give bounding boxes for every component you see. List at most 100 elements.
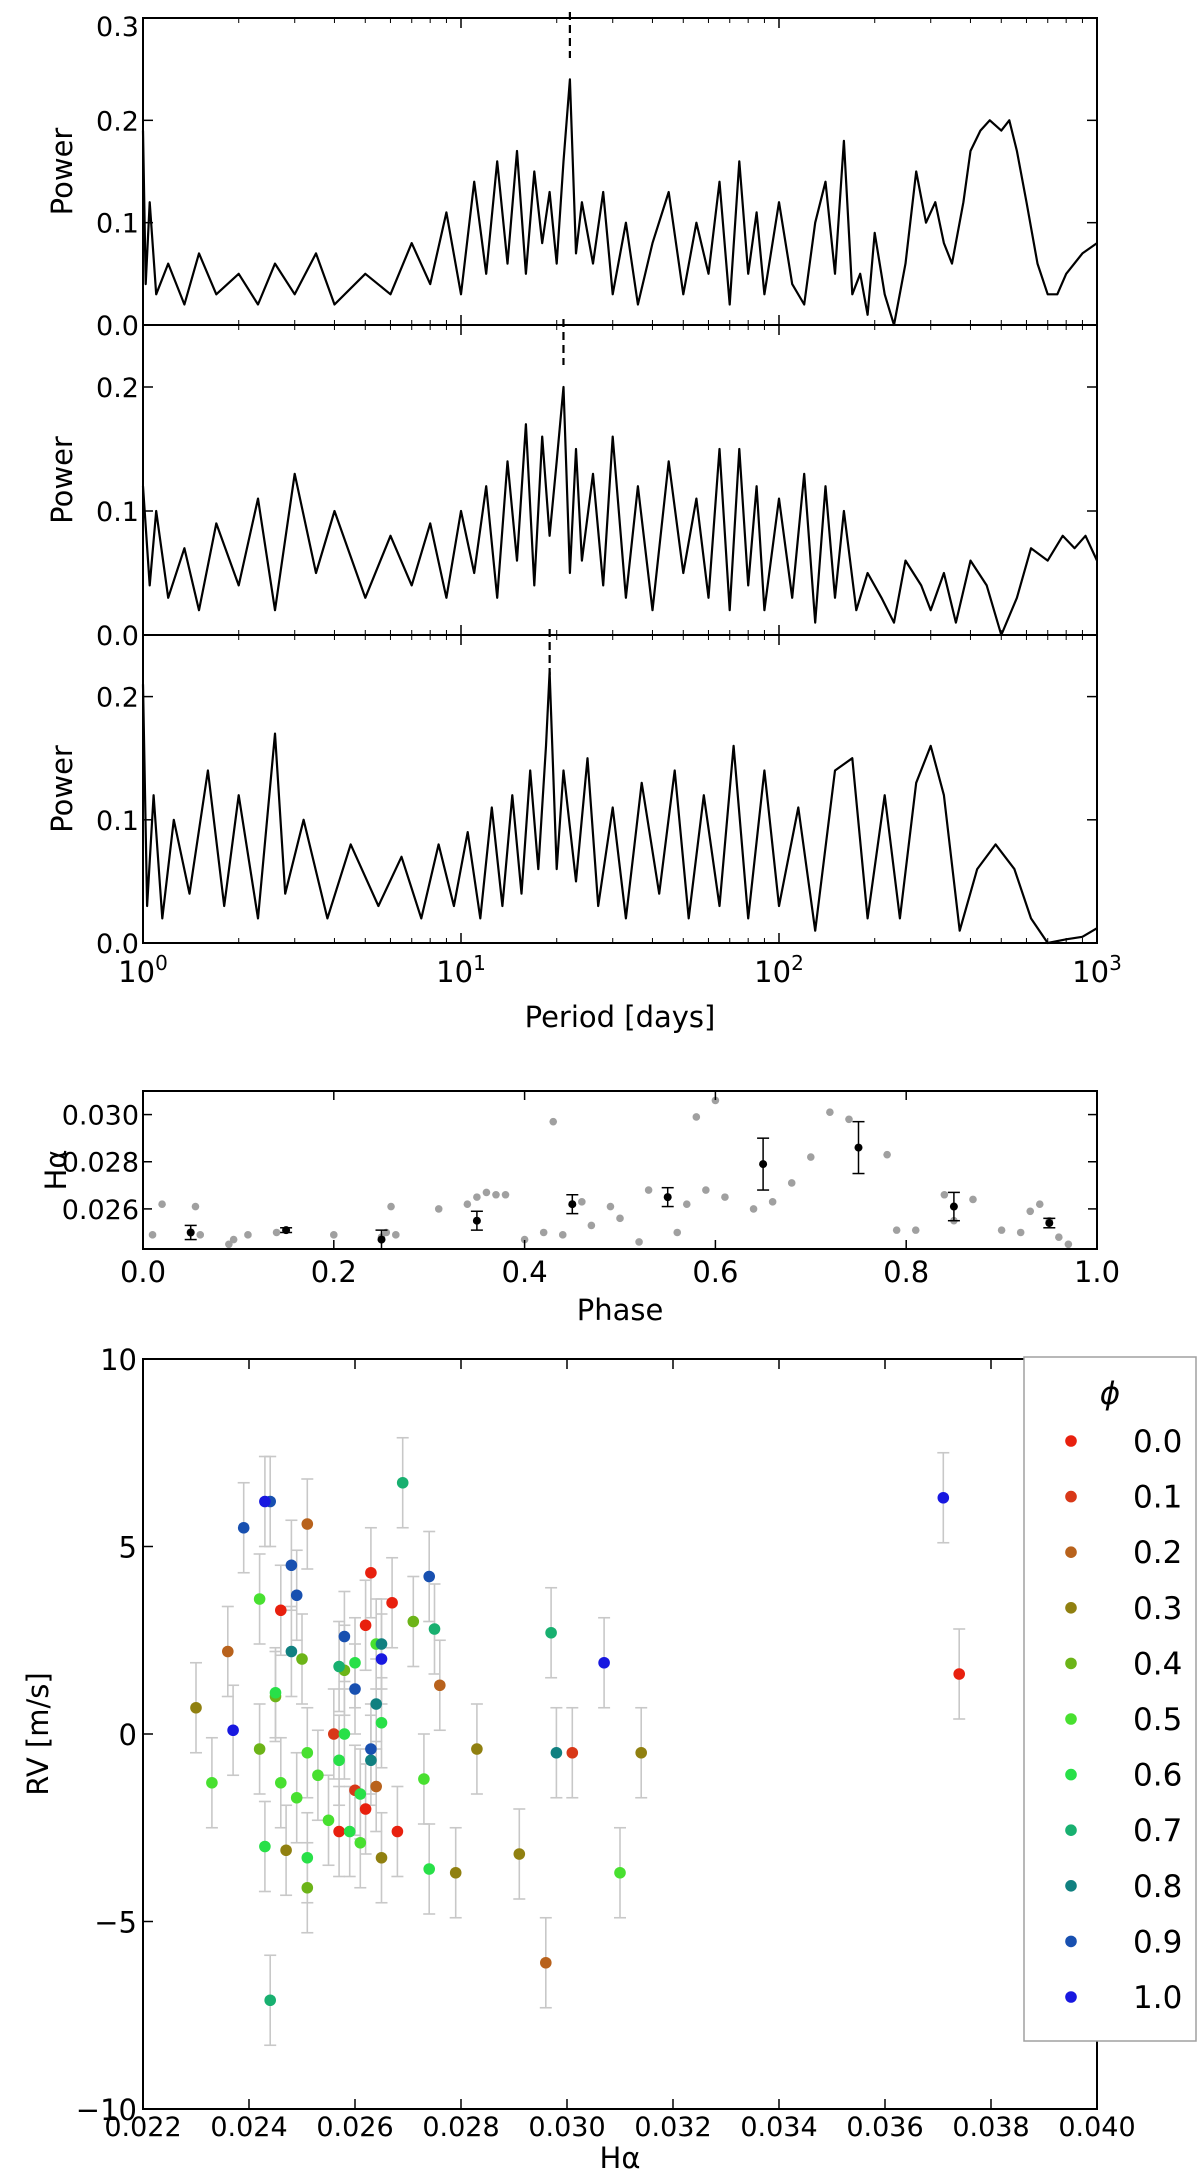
measurement-point [682,1200,691,1208]
rv-point [540,1956,552,1969]
y-tick-label: 10 [100,1343,137,1377]
rv-point [375,1716,388,1729]
rv-point [227,1724,239,1737]
measurement-point [434,1205,443,1213]
measurement-point [578,1198,586,1206]
measurement-point [969,1195,977,1204]
x-tick-label: 0.030 [528,2112,605,2143]
tick-exponent: 1 [473,951,486,975]
y-tick-label: 0.0 [96,929,139,960]
rv-point [328,1728,340,1740]
binned-point [186,1228,195,1237]
measurement-point [1055,1233,1063,1242]
binned-point [377,1235,386,1244]
rv-point [285,1559,298,1572]
legend-marker [1065,1935,1077,1948]
binned-point [663,1193,672,1202]
tick-base: 10 [118,955,155,989]
x-tick-label: 0.2 [311,1255,357,1289]
y-tick-label: 0.026 [62,1195,139,1226]
x-tick-label: 102 [754,951,804,989]
measurement-point [587,1221,596,1230]
rv-point [253,1593,266,1605]
measurement-point [272,1228,281,1237]
rv-point [312,1769,324,1782]
y-tick-label: 0.0 [96,311,139,342]
rv-point [434,1679,446,1692]
rv-point [333,1754,345,1767]
y-tick-label: −10 [76,2093,137,2127]
legend-label: 0.9 [1133,1924,1182,1960]
legend-marker [1065,1435,1077,1447]
measurement-point [711,1096,720,1105]
rv-point [550,1746,563,1759]
x-tick-label: 0.038 [952,2112,1029,2143]
x-tick-label: 101 [436,951,486,989]
tick-exponent: 2 [791,951,804,975]
legend-marker [1065,1490,1077,1503]
measurement-point [768,1198,777,1206]
tick-exponent: 3 [1109,951,1122,975]
rv-point [359,1803,372,1815]
x-axis-label: Phase [577,1293,664,1327]
measurement-point [148,1231,157,1239]
measurement-point [721,1193,729,1201]
measurement-point [520,1235,529,1244]
measurement-point [644,1186,653,1194]
measurement-point [635,1238,643,1246]
measurement-point [606,1202,615,1211]
rv-point [190,1701,202,1714]
measurement-point [692,1113,701,1121]
measurement-point [501,1190,510,1199]
rv-point [566,1746,579,1759]
rv-point [206,1776,218,1789]
rv-point [423,1863,436,1875]
measurement-point [492,1190,500,1199]
rv-point [391,1825,404,1838]
tick-base: 10 [1072,955,1109,989]
rv-point [253,1743,266,1755]
rv-point [418,1773,430,1785]
legend-marker [1065,1880,1077,1892]
y-tick-label: 0.030 [62,1101,139,1132]
rv-point [428,1623,441,1635]
halpha-phase-panel [142,1090,1098,1250]
axes-frame [142,1090,1098,1250]
measurement-point [1026,1207,1035,1216]
measurement-point [1064,1240,1073,1249]
rv-point [953,1668,965,1680]
binned-point [949,1202,958,1211]
rv-point [222,1645,234,1658]
periodogram-panel-1 [141,12,1098,327]
y-tick-label: 0.0 [96,621,139,652]
rv-point [301,1881,314,1894]
x-tick-label: 0.024 [210,2112,287,2143]
rv-point [407,1615,420,1628]
measurement-point [787,1179,796,1187]
legend-label: 0.4 [1133,1646,1182,1682]
rv-point [301,1851,314,1864]
binned-point [854,1143,863,1152]
legend-label: 0.8 [1133,1869,1182,1905]
rv-point [338,1630,351,1643]
rv-point [259,1840,271,1853]
x-tick-label: 0.034 [740,2112,817,2143]
rv-point [354,1788,367,1800]
measurement-point [940,1190,949,1199]
x-tick-label: 0.022 [104,2112,181,2143]
rv-point [375,1851,388,1864]
y-tick-label: −5 [94,1906,137,1940]
rv-point [937,1491,950,1504]
rv-point [471,1743,483,1755]
rv-point [290,1791,303,1804]
measurement-point [158,1200,166,1208]
rv-point [285,1645,298,1658]
measurement-point [826,1108,834,1117]
legend-marker [1065,1991,1077,2003]
x-tick-label: 0.036 [846,2112,923,2143]
rv-point [237,1521,250,1534]
rv-point [365,1754,377,1767]
rv-point [365,1566,377,1579]
measurement-point [1016,1228,1025,1237]
y-axis-label: Power [45,745,79,833]
